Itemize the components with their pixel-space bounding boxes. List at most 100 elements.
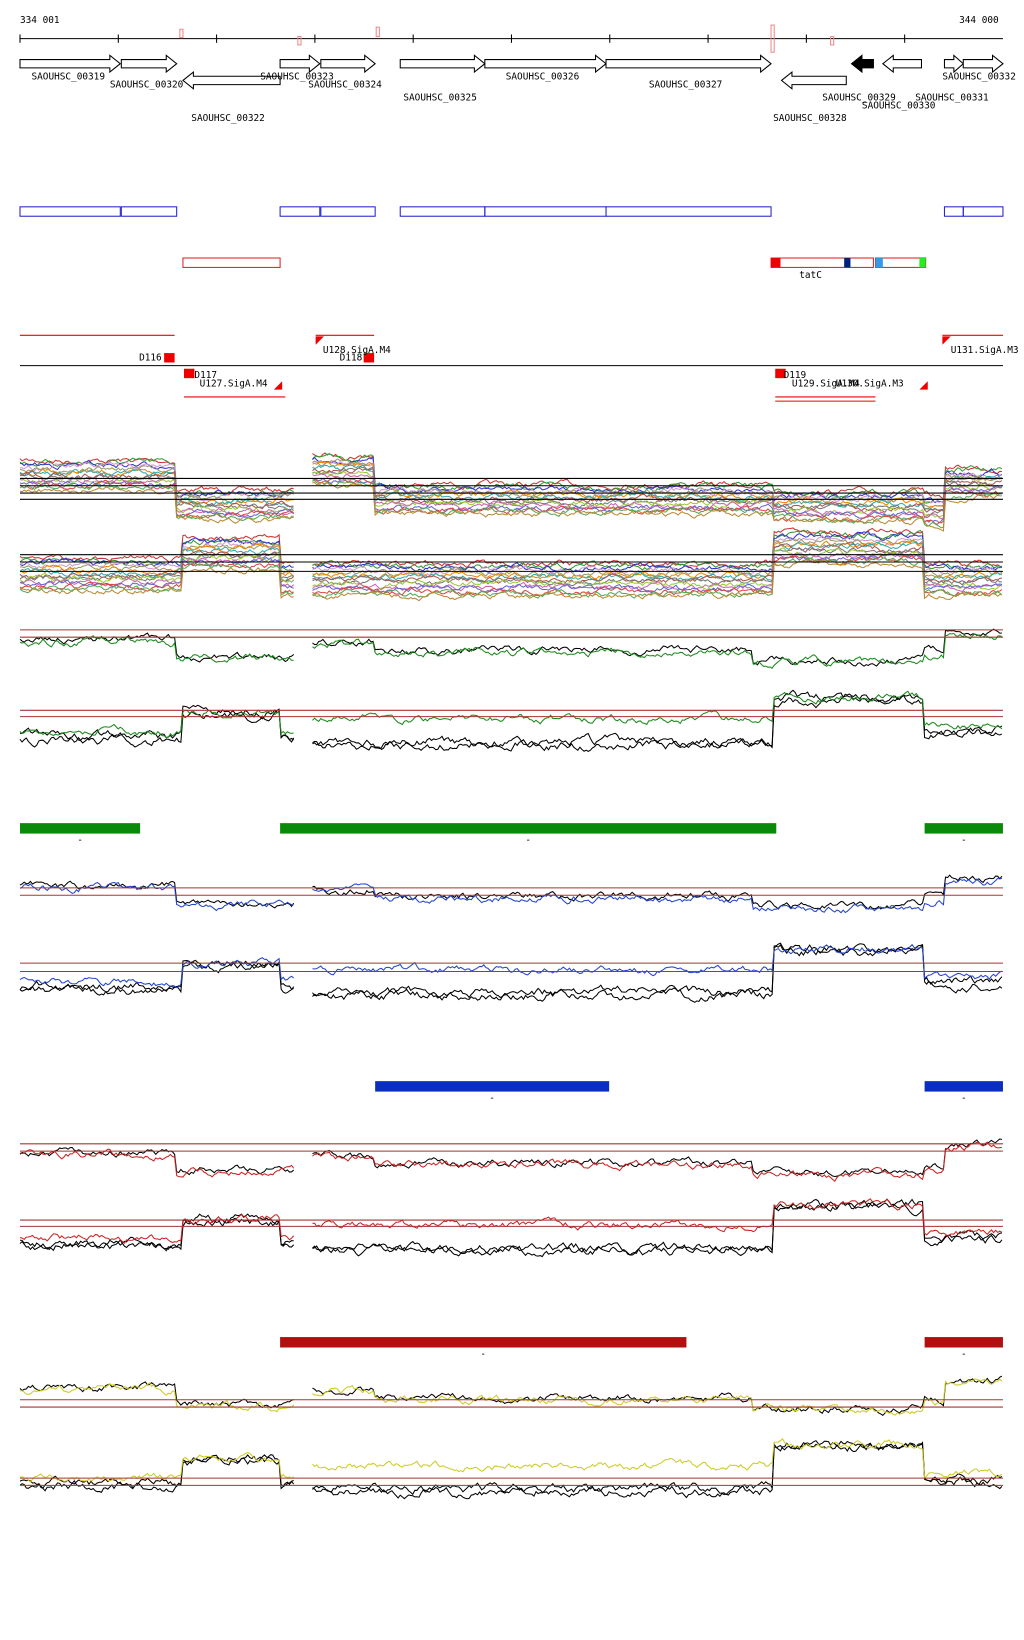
signal-trace: [312, 1198, 1003, 1258]
start-coord: 334 001: [20, 15, 60, 26]
signal-trace: [19, 709, 294, 738]
feature-label: D119: [784, 370, 807, 381]
feature-flag: [273, 381, 283, 390]
feature-block: [363, 353, 375, 363]
transcript-box: [320, 206, 376, 217]
gene-arrow: [605, 54, 772, 74]
signal-trace: [19, 1217, 295, 1252]
segment-bar: [924, 1081, 1003, 1092]
bar-label: -: [489, 1093, 495, 1104]
transcript-box: [484, 206, 607, 217]
gene-label: SAOUHSC_00322: [191, 113, 265, 124]
ruler-mark: [770, 24, 775, 53]
feature-label: U128.SigA.M4: [323, 345, 391, 356]
end-coord: 344 000: [959, 15, 999, 26]
gene-label: SAOUHSC_00328: [773, 113, 847, 124]
signal-trace: [19, 533, 294, 565]
operon-box: [874, 257, 927, 268]
gene-label: SAOUHSC_00330: [862, 101, 936, 112]
signal-trace: [312, 689, 1003, 752]
gene-label: SAOUHSC_00323: [260, 71, 333, 82]
feature-block: [184, 368, 195, 379]
bar-label: -: [961, 1349, 967, 1360]
signal-trace: [19, 461, 295, 502]
signal-trace: [19, 880, 295, 909]
signal-trace: [19, 1146, 295, 1176]
gene-arrow: [279, 54, 321, 74]
signal-trace: [19, 635, 294, 663]
signal-trace: [312, 1440, 1003, 1498]
signal-trace: [312, 556, 1003, 599]
gene-arrow: [182, 70, 281, 90]
feature-label: U131.SigA.M3: [951, 345, 1019, 356]
signal-trace: [19, 562, 294, 596]
ruler-mark: [830, 36, 835, 46]
gene-arrow: [484, 54, 607, 74]
transcript-box: [399, 206, 486, 217]
signal-trace: [19, 464, 294, 504]
signal-trace: [312, 470, 1002, 518]
signal-trace: [312, 479, 1003, 529]
ruler-mark: [297, 36, 302, 46]
gene-arrow: [943, 54, 965, 74]
signal-trace: [312, 874, 1003, 910]
signal-trace: [312, 464, 1003, 512]
signal-trace: [312, 480, 1002, 532]
feature-label: D117: [194, 370, 217, 381]
signal-trace: [312, 1440, 1003, 1500]
signal-trace: [312, 466, 1002, 519]
feature-flag: [919, 381, 928, 390]
signal-trace: [19, 457, 294, 496]
gene-label: SAOUHSC_00327: [649, 80, 723, 91]
signal-trace: [19, 473, 295, 511]
feature-label: D116: [139, 352, 162, 363]
signal-trace: [19, 960, 295, 996]
signal-trace: [19, 1452, 295, 1483]
gene-arrow: [399, 54, 486, 74]
signal-trace: [312, 527, 1003, 569]
gene-label: SAOUHSC_00326: [506, 71, 580, 82]
segment-bar: [280, 823, 777, 834]
bar-label: -: [77, 835, 83, 846]
signal-trace: [312, 530, 1003, 573]
segment-bar: [924, 1337, 1003, 1348]
signal-trace: [19, 708, 295, 748]
gene-label: SAOUHSC_00331: [915, 92, 989, 103]
signal-trace: [312, 944, 1003, 1003]
signal-trace: [312, 547, 1003, 591]
signal-trace: [312, 628, 1002, 667]
feature-label: D118: [340, 352, 363, 363]
gene-label: SAOUHSC_00325: [403, 92, 476, 103]
bar-label: -: [961, 835, 967, 846]
signal-trace: [19, 1381, 294, 1409]
signal-trace: [312, 537, 1003, 578]
operon-mark: [919, 258, 926, 268]
bar-label: -: [961, 1093, 967, 1104]
segment-bar: [924, 823, 1003, 834]
signal-trace: [19, 1454, 295, 1490]
signal-trace: [19, 468, 294, 509]
gene-label: SAOUHSC_00319: [31, 71, 105, 82]
bar-label: -: [525, 835, 531, 846]
signal-trace: [19, 477, 295, 514]
operon-mark: [844, 258, 851, 268]
signal-trace: [19, 566, 294, 599]
signal-trace: [312, 692, 1003, 752]
operon-box: [770, 257, 874, 268]
gene-arrow: [780, 70, 847, 90]
signal-trace: [19, 1454, 294, 1493]
feature-label: U130.SigA.M3: [836, 378, 904, 389]
signal-trace: [312, 1198, 1003, 1238]
signal-trace: [312, 552, 1003, 593]
feature-flag: [315, 336, 324, 345]
signal-trace: [312, 558, 1002, 602]
gene-label: SAOUHSC_00329: [822, 92, 896, 103]
feature-block: [164, 353, 175, 363]
signal-trace: [19, 476, 294, 516]
signal-trace: [312, 877, 1003, 914]
signal-trace: [312, 1375, 1003, 1416]
gene-arrow: [962, 54, 1004, 74]
signal-trace: [19, 957, 295, 989]
signal-trace: [19, 484, 294, 521]
